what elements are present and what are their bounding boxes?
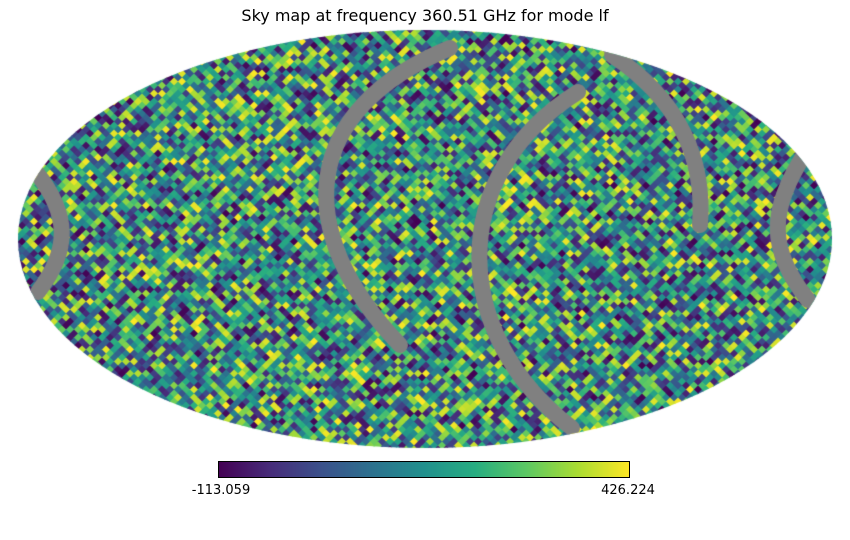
colorbar-gradient xyxy=(218,461,630,478)
colorbar-max-label: 426.224 xyxy=(601,483,655,498)
colorbar-min-label: -113.059 xyxy=(191,483,251,498)
